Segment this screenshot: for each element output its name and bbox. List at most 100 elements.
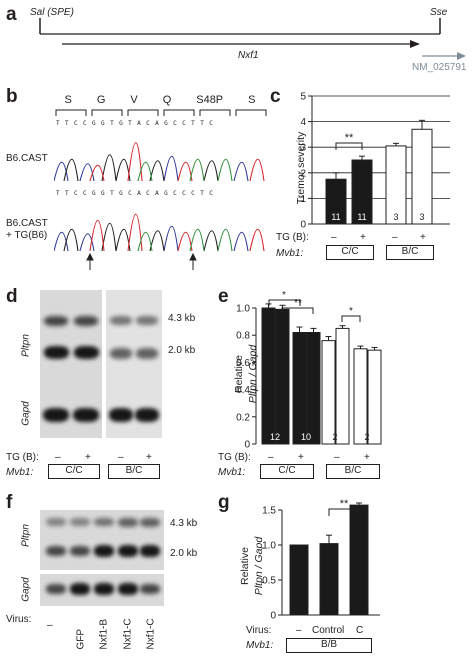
panel-a-label: a [6,4,17,25]
panel-d-label: d [6,286,18,307]
mutation-arrows [86,252,197,270]
panel-c-group-bc: B/C [386,245,434,260]
significance-bracket [268,299,301,306]
y-tick-label: 0.5 [262,576,276,587]
panel-d-tg-val: – [55,452,61,463]
panel-e-tg-val: + [364,452,370,463]
blot-d-right [106,290,162,438]
panel-g-virus-label: Virus: [246,625,272,636]
significance-mark: ** [345,132,354,144]
sequence-bottom: TTCCGGTGCACAGCCCTC [56,190,219,197]
panel-d-group-bc: B/C [108,464,160,479]
codon-row: S G V Q S48P S [52,94,268,106]
y-tick-label: 0 [270,611,276,622]
row-label-b6cast-tg-1: B6.CAST [6,218,48,229]
significance-mark: * [349,306,353,317]
panel-d-group-cc: C/C [48,464,100,479]
panel-c-tg-val: – [392,232,398,243]
panel-e-group-cc: C/C [260,464,314,479]
chromatogram-top [54,142,265,182]
panel-f-virus-label: Virus: [6,614,32,625]
panel-a-map [39,18,466,60]
panel-d-mvb-label: Mvb1: [6,467,34,478]
panel-e-group-bc: B/C [326,464,380,479]
panel-d-tg-val: – [118,452,124,463]
panel-d-tg-val: + [146,452,152,463]
codon-label: S [64,94,72,106]
panel-g-virus-val: Control [312,625,345,636]
codon-label: S [248,94,256,106]
panel-d-tg-label: TG (B): [6,452,39,463]
bar [319,543,339,616]
y-tick-label: 4 [300,117,306,128]
panel-e-tg-label: TG (B): [218,452,251,463]
y-tick-label: 0 [244,440,250,451]
codon-label: G [96,94,106,106]
bar-n-label: 11 [357,212,366,222]
y-tick-label: 0.2 [236,412,250,423]
codon-label: V [130,94,138,106]
y-tick-label: 1.5 [262,506,276,517]
significance-mark: * [282,290,286,301]
panel-b-label: b [6,86,18,107]
blot-f-size-43: 4.3 kb [170,518,198,529]
row-label-b6cast: B6.CAST [6,153,48,164]
panel-e-label: e [218,286,229,307]
panel-c-tg-label: TG (B): [276,232,309,243]
nxf1-gene-label: Nxf1 [238,50,259,61]
significance-mark: ** [340,498,349,510]
y-tick-label: 1.0 [262,541,276,552]
blot-f-pltpn [40,510,164,570]
codon-brackets [55,109,267,116]
panel-e-tg-val: – [268,452,274,463]
panel-c-tg-val: + [360,232,366,243]
nxf1-arrow-head [410,40,420,48]
chromatogram-bottom [54,214,265,252]
panel-e-tg-val: – [334,452,340,463]
bar-n-label: 12 [270,432,280,442]
panel-c-tg-val: – [331,232,337,243]
panel-g-label: g [218,492,230,513]
sse-site-label: Sse [430,7,448,18]
codon-label: Q [162,94,172,106]
codon-label: S48P [196,94,224,106]
panel-g-virus-val: – [296,625,302,636]
panel-f-label: f [6,492,13,513]
bar-n-label: 2 [364,432,369,442]
blot-d-left [40,290,102,438]
blot-d-size-43: 4.3 kb [168,313,196,324]
sal-site-label: Sal (SPE) [30,7,74,18]
sequence-top: TTCCGGTGTACAGCCTTC [56,120,219,127]
y-tick-label: 0.4 [236,385,250,396]
bar-n-label: 3 [393,212,398,222]
significance-bracket [281,307,314,314]
bar-n-label: 2 [332,432,337,442]
y-tick-label: 0.6 [236,358,250,369]
significance-bracket [328,508,360,516]
panel-f-lane: – [47,620,53,631]
bar [289,544,309,616]
blot-f-size-20: 2.0 kb [170,548,198,559]
bar [349,504,369,616]
blot-f-gapd [40,574,164,606]
y-tick-label: 0 [300,220,306,231]
row-label-b6cast-tg-2: + TG(B6) [6,230,48,241]
panel-c-tg-val: + [420,232,426,243]
panel-c-group-cc: C/C [326,245,374,260]
y-tick-label: 1.0 [236,304,250,315]
significance-bracket [341,315,361,322]
blot-d-size-20: 2.0 kb [168,345,196,356]
panel-e-mvb-label: Mvb1: [218,467,246,478]
y-tick-label: 2 [300,168,306,179]
y-tick-label: 5 [300,92,306,103]
y-tick-label: 3 [300,143,306,154]
panel-c-label: c [270,86,281,107]
refseq-arrow-head [457,52,466,60]
panel-g-virus-val: C [356,625,364,636]
panel-g-group-bb: B/B [286,638,372,653]
panel-d-tg-val: + [85,452,91,463]
significance-bracket [335,142,363,150]
